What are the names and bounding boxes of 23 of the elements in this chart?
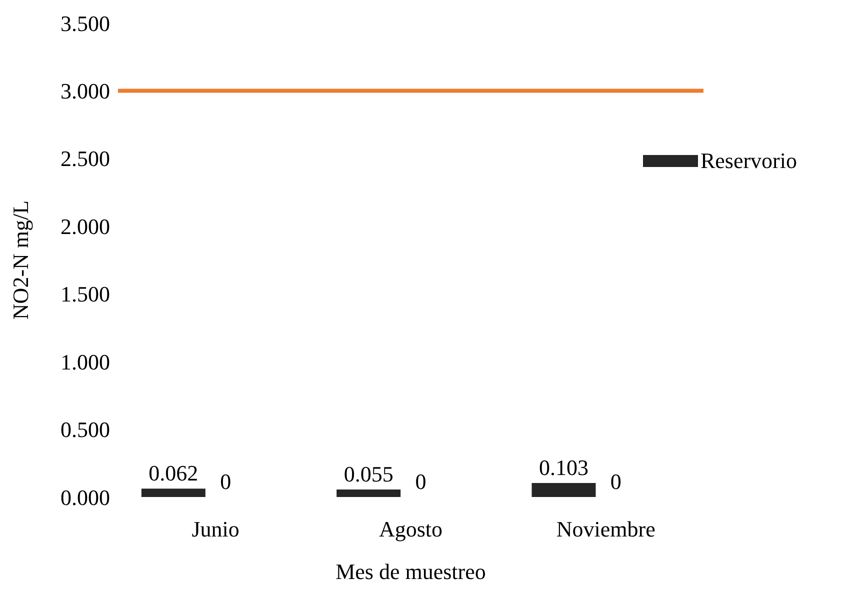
legend-label: Reservorio xyxy=(700,148,797,174)
y-tick-label: 2.500 xyxy=(60,146,110,172)
data-label: 0.103 xyxy=(538,455,588,480)
x-tick-label: Noviembre xyxy=(556,516,656,542)
y-tick-label: 0.500 xyxy=(60,417,110,442)
x-tick-label: Junio xyxy=(192,516,240,542)
data-label: 0 xyxy=(610,469,622,494)
data-label: 0.062 xyxy=(148,460,198,486)
y-tick-label: 1.500 xyxy=(60,282,110,307)
bar xyxy=(336,490,401,497)
data-label: 0 xyxy=(220,469,232,494)
bar xyxy=(141,488,206,497)
bar xyxy=(532,483,596,497)
data-label: 0.055 xyxy=(344,462,394,487)
y-tick-label: 3.000 xyxy=(60,78,110,104)
y-tick-label: 3.500 xyxy=(60,10,110,36)
y-tick-label: 1.000 xyxy=(60,349,110,374)
y-axis-title: NO2-N mg/L xyxy=(8,200,33,320)
data-label: 0 xyxy=(415,469,426,494)
y-tick-label: 2.000 xyxy=(60,214,110,239)
y-tick-label: 0.000 xyxy=(60,484,110,510)
x-tick-label: Agosto xyxy=(378,516,443,542)
x-axis-title: Mes de muestreo xyxy=(336,559,486,584)
